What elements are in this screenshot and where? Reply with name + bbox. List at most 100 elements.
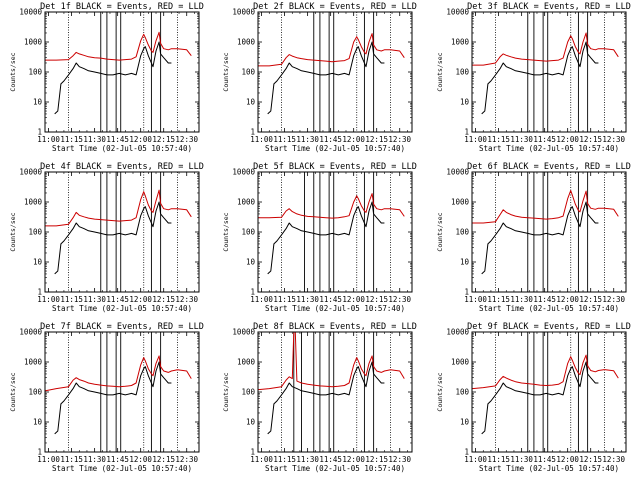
panel-9-x-tick-label: 11:15 bbox=[487, 455, 510, 464]
panel-8-y-tick-label: 10 bbox=[246, 418, 256, 427]
panel-4-y-tick-label: 1000 bbox=[24, 198, 43, 207]
panel-5-x-tick-label: 12:00 bbox=[342, 295, 365, 304]
panel-3-x-tick-label: 11:15 bbox=[487, 135, 510, 144]
panel-3-x-tick-label: 11:30 bbox=[510, 135, 533, 144]
panel-6-frame bbox=[471, 171, 627, 293]
panel-1-y-tick-label: 10 bbox=[33, 98, 43, 107]
panel-3-xlabel: Start Time (02-Jul-05 10:57:40) bbox=[479, 144, 619, 153]
panel-1-y-tick-label: 10000 bbox=[19, 8, 42, 17]
panel-9-x-tick-label: 12:15 bbox=[579, 455, 602, 464]
panel-8: Det 8f BLACK = Events, RED = LLD 1 10 100 10… bbox=[222, 322, 417, 473]
panel-8-ylabel: Counts/sec bbox=[222, 372, 230, 411]
panel-7-x-tick-label: 12:15 bbox=[152, 455, 175, 464]
panel-6-y-tick-label: 10000 bbox=[446, 168, 469, 177]
panel-6-y-tick-label: 1 bbox=[464, 288, 469, 297]
panel-7-y-tick-label: 100 bbox=[28, 388, 42, 397]
panel-4-y-tick-label: 10000 bbox=[19, 168, 42, 177]
panel-5-y-tick-label: 1 bbox=[250, 288, 255, 297]
panel-1-y-tick-label: 1000 bbox=[24, 38, 43, 47]
panel-8-y-tick-label: 1 bbox=[250, 448, 255, 457]
panel-9: Det 9f BLACK = Events, RED = LLD 1 10 100 10… bbox=[436, 322, 631, 473]
panel-2-x-tick-label: 12:30 bbox=[388, 135, 411, 144]
panel-2-y-tick-label: 10000 bbox=[232, 8, 255, 17]
panel-2-x-tick-label: 11:00 bbox=[250, 135, 273, 144]
panel-2-x-tick-label: 11:15 bbox=[273, 135, 296, 144]
panel-8-title: Det 8f BLACK = Events, RED = LLD bbox=[253, 322, 417, 332]
panel-9-series-events bbox=[481, 361, 599, 435]
panel-4-x-tick-label: 11:45 bbox=[106, 295, 129, 304]
panel-3-frame bbox=[471, 11, 627, 133]
panel-8-x-tick-label: 12:00 bbox=[342, 455, 365, 464]
panel-8-x-tick-label: 12:15 bbox=[365, 455, 388, 464]
panel-1-series-events bbox=[54, 41, 172, 115]
panel-1-x-tick-label: 11:45 bbox=[106, 135, 129, 144]
panel-1-x-tick-label: 11:15 bbox=[60, 135, 83, 144]
panel-7-title: Det 7f BLACK = Events, RED = LLD bbox=[40, 322, 204, 332]
panel-6-x-tick-label: 12:00 bbox=[556, 295, 579, 304]
panel-4-series-lld bbox=[45, 189, 192, 227]
panel-8-series-lld bbox=[258, 331, 405, 391]
panel-2-series-events bbox=[267, 41, 385, 115]
panel-7-x-tick-label: 12:00 bbox=[129, 455, 152, 464]
panel-8-x-tick-label: 11:30 bbox=[296, 455, 319, 464]
panel-6-x-tick-label: 12:30 bbox=[602, 295, 625, 304]
panel-2-xlabel: Start Time (02-Jul-05 10:57:40) bbox=[265, 144, 405, 153]
panel-7-x-tick-label: 11:00 bbox=[37, 455, 60, 464]
panel-4-x-tick-label: 12:30 bbox=[175, 295, 198, 304]
panel-8-x-tick-label: 11:00 bbox=[250, 455, 273, 464]
panel-2-x-tick-label: 11:30 bbox=[296, 135, 319, 144]
panel-9-x-tick-label: 12:00 bbox=[556, 455, 579, 464]
panel-3-title: Det 3f BLACK = Events, RED = LLD bbox=[467, 2, 631, 12]
panel-5-title: Det 5f BLACK = Events, RED = LLD bbox=[253, 162, 417, 172]
panel-9-x-tick-label: 11:30 bbox=[510, 455, 533, 464]
panel-6-ylabel: Counts/sec bbox=[436, 212, 444, 251]
panel-9-frame bbox=[471, 331, 627, 453]
panel-8-y-tick-label: 10000 bbox=[232, 328, 255, 337]
panel-4-title: Det 4f BLACK = Events, RED = LLD bbox=[40, 162, 204, 172]
panel-1-ylabel: Counts/sec bbox=[9, 52, 17, 91]
panel-9-x-tick-label: 12:30 bbox=[602, 455, 625, 464]
panel-2-y-tick-label: 100 bbox=[241, 68, 255, 77]
panel-3-series-events bbox=[481, 41, 599, 115]
panel-9-y-tick-label: 10000 bbox=[446, 328, 469, 337]
panel-6: Det 6f BLACK = Events, RED = LLD 1 10 100 10… bbox=[436, 162, 631, 313]
panel-6-x-tick-label: 11:30 bbox=[510, 295, 533, 304]
panel-3-x-tick-label: 12:15 bbox=[579, 135, 602, 144]
panel-7-y-tick-label: 10 bbox=[33, 418, 43, 427]
panel-2-x-tick-label: 11:45 bbox=[319, 135, 342, 144]
panel-8-y-tick-label: 1000 bbox=[237, 358, 256, 367]
panel-3-ylabel: Counts/sec bbox=[436, 52, 444, 91]
panel-5: Det 5f BLACK = Events, RED = LLD 1 10 100 10… bbox=[222, 162, 417, 313]
panel-3-y-tick-label: 10 bbox=[460, 98, 470, 107]
panel-8-y-tick-label: 100 bbox=[241, 388, 255, 397]
panel-1-x-tick-label: 12:30 bbox=[175, 135, 198, 144]
panel-4: Det 4f BLACK = Events, RED = LLD 1 10 100 10… bbox=[9, 162, 204, 313]
panel-2-frame bbox=[257, 11, 413, 133]
panel-1-xlabel: Start Time (02-Jul-05 10:57:40) bbox=[52, 144, 192, 153]
panel-1: Det 1f BLACK = Events, RED = LLD 1 10 100 10… bbox=[9, 2, 204, 153]
panel-4-y-tick-label: 10 bbox=[33, 258, 43, 267]
panel-4-x-tick-label: 12:15 bbox=[152, 295, 175, 304]
panel-5-y-tick-label: 10 bbox=[246, 258, 256, 267]
panel-4-series-events bbox=[54, 201, 172, 275]
panel-8-x-tick-label: 12:30 bbox=[388, 455, 411, 464]
panel-6-series-events bbox=[481, 201, 599, 275]
panel-5-frame bbox=[257, 171, 413, 293]
panel-2: Det 2f BLACK = Events, RED = LLD 1 10 100 10… bbox=[222, 2, 417, 153]
panel-8-series-events bbox=[267, 361, 385, 435]
panel-3-x-tick-label: 11:45 bbox=[533, 135, 556, 144]
panel-3-x-tick-label: 12:30 bbox=[602, 135, 625, 144]
panel-2-title: Det 2f BLACK = Events, RED = LLD bbox=[253, 2, 417, 12]
panel-3-series-lld bbox=[472, 32, 619, 66]
panel-3-y-tick-label: 1 bbox=[464, 128, 469, 137]
panel-1-x-tick-label: 12:00 bbox=[129, 135, 152, 144]
panel-7-y-tick-label: 1000 bbox=[24, 358, 43, 367]
panel-6-series-lld bbox=[472, 190, 619, 224]
panel-9-y-tick-label: 1 bbox=[464, 448, 469, 457]
panel-3-x-tick-label: 11:00 bbox=[464, 135, 487, 144]
panel-7-x-tick-label: 12:30 bbox=[175, 455, 198, 464]
panel-8-frame bbox=[257, 331, 413, 453]
panel-4-x-tick-label: 11:30 bbox=[83, 295, 106, 304]
panel-7-series-events bbox=[54, 361, 172, 435]
panel-4-x-tick-label: 11:15 bbox=[60, 295, 83, 304]
